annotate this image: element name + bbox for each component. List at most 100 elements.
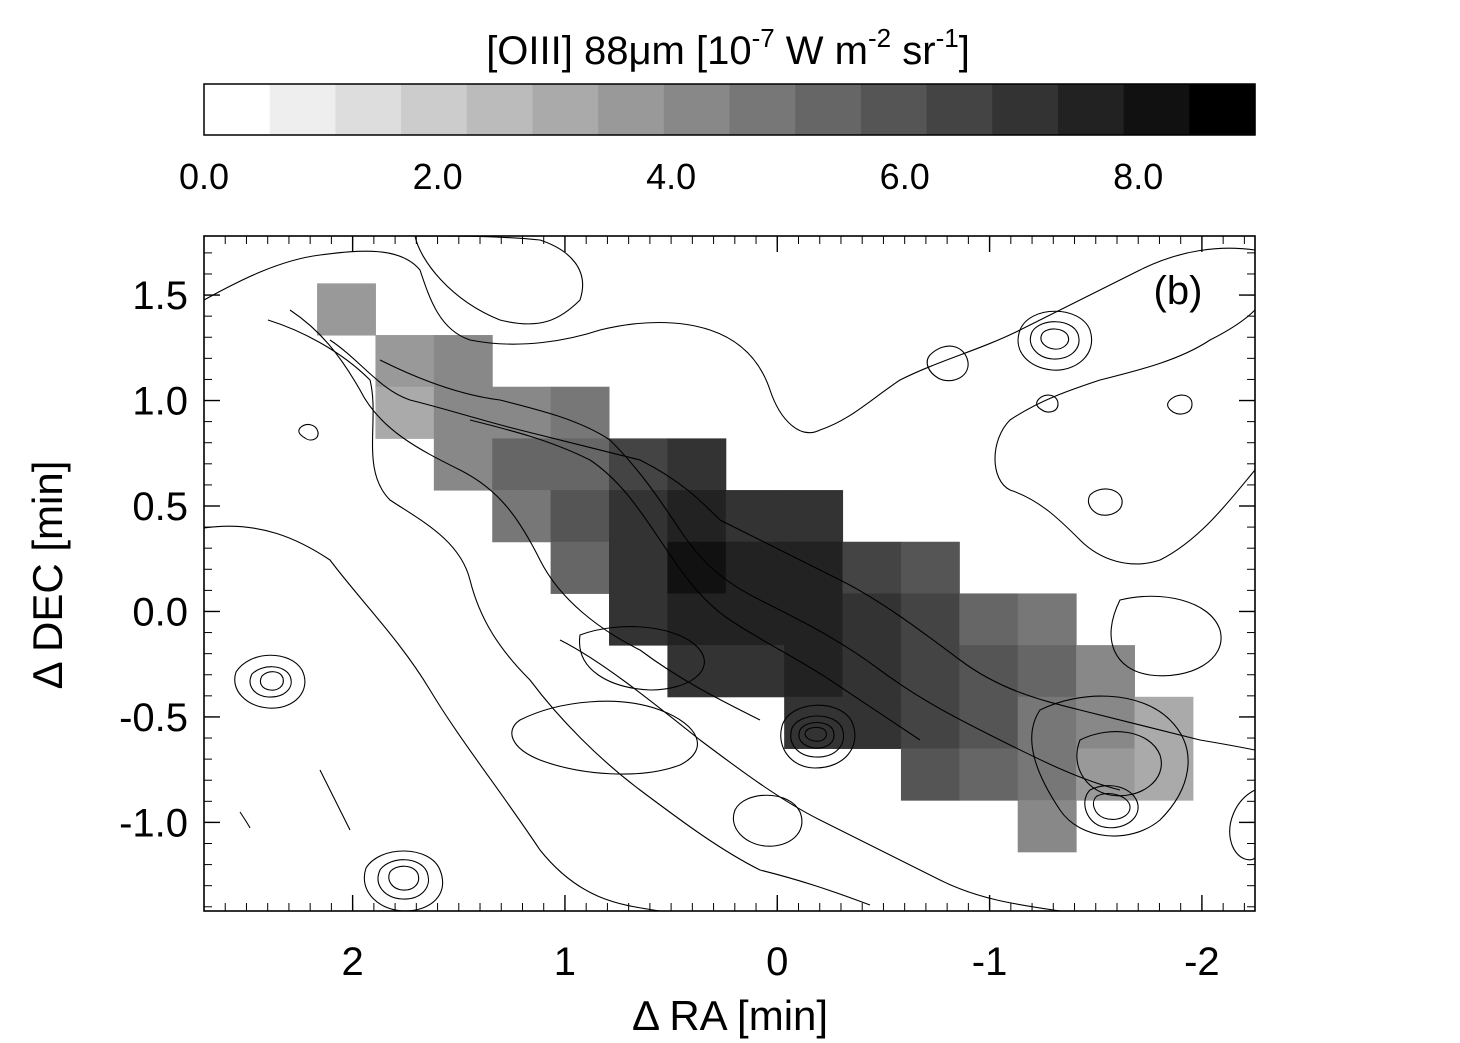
colorbar-tick-label: 2.0 xyxy=(413,156,463,197)
colorbar-step xyxy=(860,84,928,135)
y-tick-label: 1.0 xyxy=(132,380,188,424)
heatmap-cell xyxy=(433,438,493,491)
contour-source-bottom-c xyxy=(388,865,420,891)
contour-source-bottom-a xyxy=(363,850,444,911)
heatmap-cell xyxy=(900,645,960,698)
heatmap-cell xyxy=(667,645,727,698)
heatmap-cell xyxy=(959,696,1019,749)
contour-source-upper-right-a xyxy=(1017,310,1093,371)
heatmap-cell xyxy=(1076,645,1136,698)
colorbar-tick-label: 8.0 xyxy=(1113,156,1163,197)
heatmap-cell xyxy=(375,335,435,388)
y-tick-label: 0.0 xyxy=(132,591,188,635)
heatmap-cell xyxy=(725,593,785,646)
colorbar-ticks: 0.0 2.0 4.0 6.0 8.0 xyxy=(179,156,1163,197)
contour-ridge-2 xyxy=(267,319,871,906)
colorbar-step xyxy=(598,84,665,135)
heatmap-cell xyxy=(1017,696,1077,749)
contour-top-band-2 xyxy=(414,236,584,325)
colorbar-step xyxy=(466,84,534,135)
plot-area: 2 1 0 -1 -2 1.5 1.0 0.5 0.0 -0.5 -1.0 (b) xyxy=(119,235,1256,984)
heatmap-cell xyxy=(1076,696,1136,749)
contour-source-right-2 xyxy=(1092,793,1131,820)
y-axis-ticks: 1.5 1.0 0.5 0.0 -0.5 -1.0 xyxy=(119,274,1255,845)
contour-top-band xyxy=(204,247,1255,434)
heatmap-cell xyxy=(784,541,844,594)
heatmap-cell xyxy=(784,645,844,698)
heatmap-cell xyxy=(609,593,668,646)
heatmap-cell xyxy=(375,386,435,439)
colorbar-step xyxy=(926,84,993,135)
contour-source-center-d xyxy=(804,726,827,742)
plot-frame xyxy=(203,235,1256,912)
colorbar-step xyxy=(992,84,1059,135)
heatmap-cell xyxy=(1017,800,1077,853)
colorbar-step xyxy=(1123,84,1190,135)
colorbar-step xyxy=(663,84,731,135)
heatmap-cell xyxy=(433,335,493,388)
contour-source-left-c xyxy=(259,671,284,691)
heatmap-cells xyxy=(317,283,1194,853)
x-tick-label: -2 xyxy=(1184,940,1220,984)
heatmap-cell xyxy=(725,645,785,698)
heatmap-cell xyxy=(667,438,727,491)
colorbar-tick-label: 0.0 xyxy=(179,156,229,197)
heatmap-cell xyxy=(900,748,960,801)
contour-blob-6 xyxy=(239,769,351,831)
heatmap-cell xyxy=(667,541,727,594)
heatmap-cell xyxy=(550,541,610,594)
heatmap-cell xyxy=(900,541,960,594)
contour-ridge-4 xyxy=(329,339,1255,751)
x-axis-ticks: 2 1 0 -1 -2 xyxy=(341,236,1220,984)
heatmap-cell xyxy=(609,490,668,543)
heatmap-cell xyxy=(1134,748,1194,801)
contour-source-bottom-b xyxy=(377,859,429,900)
colorbar-step xyxy=(269,84,336,135)
colorbar-frame xyxy=(203,83,1256,136)
contour-lower-loop-2 xyxy=(579,626,705,691)
contour-lines xyxy=(204,236,1255,911)
colorbar-tick-label: 6.0 xyxy=(880,156,930,197)
contour-right-lower xyxy=(1031,695,1189,837)
contour-ridge-3 xyxy=(289,309,761,721)
y-tick-label: 1.5 xyxy=(132,274,188,318)
contour-blob-1 xyxy=(926,345,969,382)
contour-right-band xyxy=(994,309,1255,565)
contour-source-center-c xyxy=(798,721,835,749)
contour-source-upper-right-c xyxy=(1040,328,1070,350)
contour-source-lower-left-a xyxy=(732,794,803,847)
heatmap-cell xyxy=(1017,645,1077,698)
heatmap-cell xyxy=(842,645,902,698)
heatmap-cell xyxy=(492,386,552,439)
heatmap-cell xyxy=(317,283,376,336)
colorbar-step xyxy=(401,84,468,135)
x-axis-label: Δ RA [min] xyxy=(632,992,828,1039)
contour-source-center-b xyxy=(790,715,844,758)
panel-label: (b) xyxy=(1154,269,1203,313)
x-tick-label: 2 xyxy=(341,940,363,984)
heatmap-cell xyxy=(959,748,1019,801)
contour-source-left-a xyxy=(234,654,306,709)
heatmap-cell xyxy=(784,593,844,646)
y-tick-label: -0.5 xyxy=(119,696,188,740)
colorbar-step xyxy=(1057,84,1125,135)
heatmap-cell xyxy=(1076,748,1136,801)
heatmap-cell xyxy=(725,490,785,543)
contour-ridge-5 xyxy=(379,359,1121,791)
heatmap-cell xyxy=(784,490,844,543)
heatmap-cell xyxy=(609,541,668,594)
heatmap-cell xyxy=(1017,748,1077,801)
colorbar: 0.0 2.0 4.0 6.0 8.0 xyxy=(179,83,1256,197)
heatmap-cell xyxy=(492,438,552,491)
contour-ridge-6 xyxy=(469,419,921,741)
colorbar-step xyxy=(532,84,599,135)
colorbar-step xyxy=(729,84,796,135)
heatmap-cell xyxy=(900,696,960,749)
colorbar-step xyxy=(204,84,271,135)
contour-source-edge-right xyxy=(1229,789,1255,861)
contour-blob-5 xyxy=(1036,394,1059,413)
colorbar-step xyxy=(1189,84,1256,135)
heatmap-cell xyxy=(550,490,610,543)
colorbar-steps xyxy=(204,84,1256,135)
